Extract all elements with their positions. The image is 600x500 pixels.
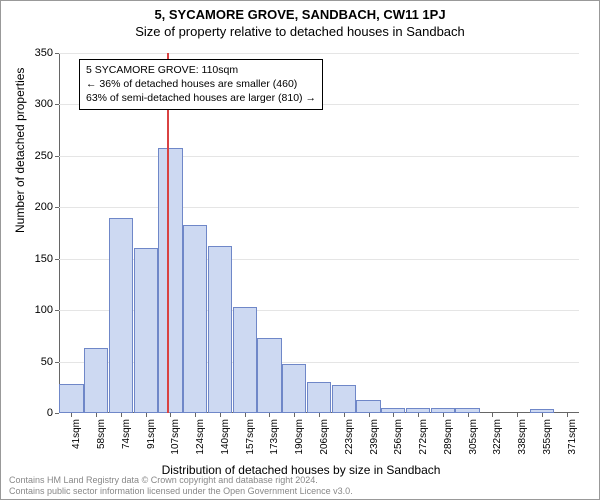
- histogram-bar: [134, 248, 158, 413]
- histogram-bar: [183, 225, 207, 413]
- xtick-label: 289sqm: [443, 419, 454, 455]
- xtick-mark: [517, 413, 518, 417]
- y-axis-line: [59, 53, 60, 413]
- histogram-bar: [356, 400, 380, 413]
- xtick-mark: [269, 413, 270, 417]
- xtick-label: 107sqm: [170, 419, 181, 455]
- chart-container: 5, SYCAMORE GROVE, SANDBACH, CW11 1PJ Si…: [0, 0, 600, 500]
- xtick-mark: [245, 413, 246, 417]
- ytick-label: 250: [35, 150, 53, 162]
- histogram-bar: [59, 384, 83, 413]
- xtick-mark: [443, 413, 444, 417]
- histogram-bar: [208, 246, 232, 413]
- xtick-label: 140sqm: [220, 419, 231, 455]
- xtick-mark: [418, 413, 419, 417]
- ytick-mark: [55, 259, 59, 260]
- xtick-mark: [369, 413, 370, 417]
- xtick-label: 173sqm: [269, 419, 280, 455]
- ytick-label: 150: [35, 253, 53, 265]
- histogram-bar: [233, 307, 257, 413]
- histogram-bar: [84, 348, 108, 413]
- xtick-label: 124sqm: [195, 419, 206, 455]
- gridline: [59, 53, 579, 54]
- xtick-label: 206sqm: [319, 419, 330, 455]
- xtick-label: 355sqm: [542, 419, 553, 455]
- annotation-line-2: ← 36% of detached houses are smaller (46…: [86, 77, 316, 91]
- ytick-label: 200: [35, 201, 53, 213]
- ytick-mark: [55, 104, 59, 105]
- xtick-label: 272sqm: [418, 419, 429, 455]
- xtick-label: 58sqm: [96, 419, 107, 449]
- histogram-bar: [332, 385, 356, 413]
- ytick-label: 0: [47, 407, 53, 419]
- xtick-mark: [492, 413, 493, 417]
- annotation-line-1: 5 SYCAMORE GROVE: 110sqm: [86, 63, 316, 77]
- xtick-mark: [468, 413, 469, 417]
- title-main: 5, SYCAMORE GROVE, SANDBACH, CW11 1PJ: [1, 1, 599, 22]
- footer-line-2: Contains public sector information licen…: [9, 486, 353, 497]
- footer-attribution: Contains HM Land Registry data © Crown c…: [9, 475, 353, 497]
- xtick-mark: [542, 413, 543, 417]
- xtick-label: 157sqm: [245, 419, 256, 455]
- ytick-mark: [55, 362, 59, 363]
- histogram-bar: [109, 218, 133, 413]
- ytick-mark: [55, 413, 59, 414]
- histogram-bar: [282, 364, 306, 413]
- xtick-mark: [393, 413, 394, 417]
- ytick-label: 50: [41, 356, 53, 368]
- xtick-label: 371sqm: [567, 419, 578, 455]
- annotation-line-3: 63% of semi-detached houses are larger (…: [86, 91, 316, 105]
- footer-line-1: Contains HM Land Registry data © Crown c…: [9, 475, 353, 486]
- ytick-label: 100: [35, 304, 53, 316]
- xtick-mark: [71, 413, 72, 417]
- xtick-label: 239sqm: [369, 419, 380, 455]
- xtick-label: 74sqm: [121, 419, 132, 449]
- ytick-label: 300: [35, 98, 53, 110]
- xtick-mark: [220, 413, 221, 417]
- title-sub: Size of property relative to detached ho…: [1, 22, 599, 39]
- xtick-mark: [146, 413, 147, 417]
- annotation-box: 5 SYCAMORE GROVE: 110sqm← 36% of detache…: [79, 59, 323, 110]
- y-axis-label: Number of detached properties: [13, 68, 27, 233]
- histogram-bar: [307, 382, 331, 413]
- xtick-label: 223sqm: [344, 419, 355, 455]
- gridline: [59, 156, 579, 157]
- xtick-mark: [319, 413, 320, 417]
- ytick-label: 350: [35, 47, 53, 59]
- ytick-mark: [55, 310, 59, 311]
- plot-inner: 05010015020025030035041sqm58sqm74sqm91sq…: [59, 53, 579, 413]
- ytick-mark: [55, 53, 59, 54]
- xtick-mark: [121, 413, 122, 417]
- xtick-label: 305sqm: [468, 419, 479, 455]
- xtick-mark: [170, 413, 171, 417]
- xtick-mark: [294, 413, 295, 417]
- xtick-mark: [344, 413, 345, 417]
- xtick-mark: [96, 413, 97, 417]
- histogram-bar: [257, 338, 281, 413]
- gridline: [59, 207, 579, 208]
- ytick-mark: [55, 207, 59, 208]
- xtick-label: 338sqm: [517, 419, 528, 455]
- xtick-label: 41sqm: [71, 419, 82, 449]
- xtick-label: 322sqm: [492, 419, 503, 455]
- xtick-label: 190sqm: [294, 419, 305, 455]
- xtick-label: 256sqm: [393, 419, 404, 455]
- plot-area: 05010015020025030035041sqm58sqm74sqm91sq…: [59, 53, 579, 413]
- xtick-mark: [567, 413, 568, 417]
- histogram-bar: [158, 148, 182, 413]
- xtick-label: 91sqm: [146, 419, 157, 449]
- ytick-mark: [55, 156, 59, 157]
- xtick-mark: [195, 413, 196, 417]
